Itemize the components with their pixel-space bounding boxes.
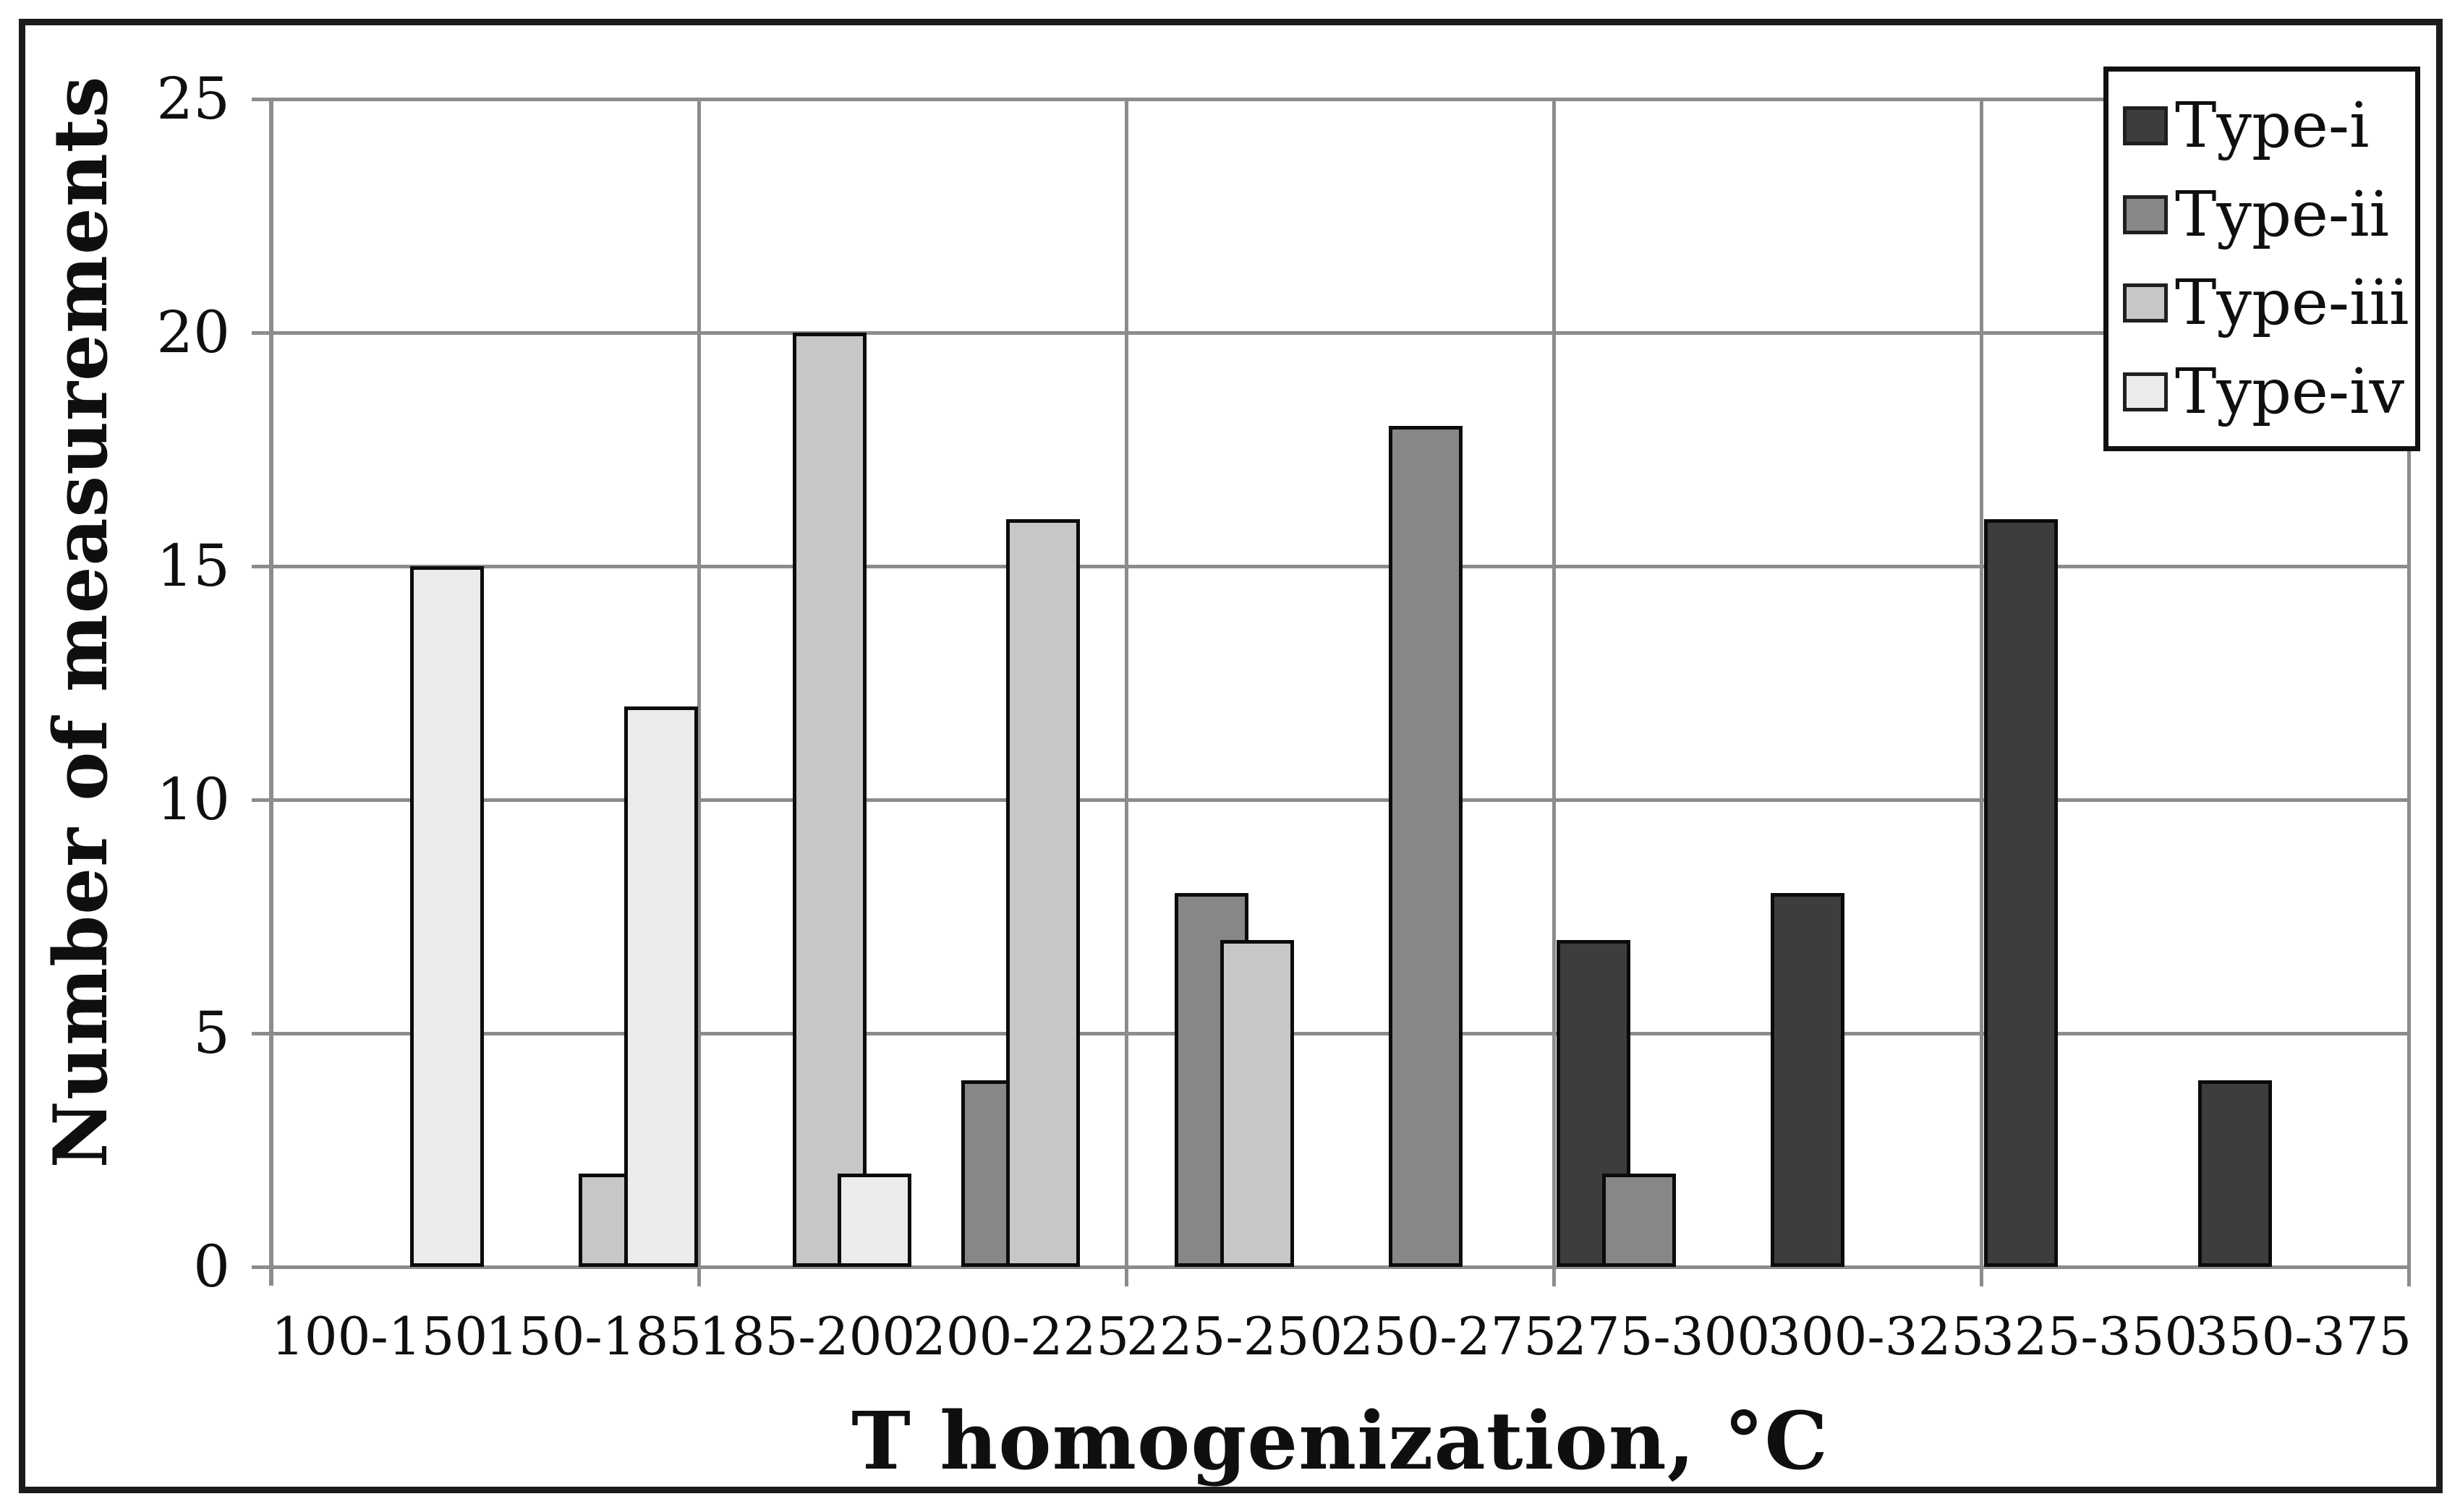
x-axis-title: T homogenization, °C — [851, 1394, 1829, 1487]
y-tick-label: 15 — [156, 532, 230, 599]
legend-label: Type-iii — [2175, 267, 2409, 340]
gridline-x-8 — [1980, 99, 1983, 1267]
y-tick-label: 10 — [156, 766, 230, 833]
legend-swatch-type-iv — [2123, 372, 2168, 411]
x-tick-label: 325-350 — [1981, 1306, 2198, 1367]
gridline-y-25 — [271, 98, 2409, 101]
bar-type-i-300-325 — [1771, 893, 1844, 1267]
gridline-x-10 — [2407, 99, 2411, 1267]
x-tick-label: 300-325 — [1768, 1306, 1985, 1367]
bar-type-i-350-375 — [2198, 1080, 2272, 1267]
legend-swatch-type-i — [2123, 106, 2168, 146]
gridline-x-6 — [1552, 99, 1556, 1267]
y-tick-5 — [252, 1032, 271, 1035]
y-tick-label: 25 — [156, 65, 230, 132]
legend-label: Type-i — [2175, 90, 2370, 163]
legend-swatch-type-iii — [2123, 283, 2168, 323]
x-tick-label: 200-225 — [913, 1306, 1130, 1367]
bar-type-iv-150-185 — [624, 706, 698, 1267]
plot-area — [252, 98, 2411, 1286]
bar-type-iii-200-225 — [1006, 519, 1080, 1267]
x-tick-4 — [1125, 1267, 1128, 1286]
legend-label: Type-iv — [2175, 355, 2405, 428]
gridline-x-4 — [1125, 99, 1128, 1267]
y-tick-label: 0 — [193, 1233, 230, 1300]
x-tick-label: 250-275 — [1340, 1306, 1557, 1367]
y-axis-line — [269, 99, 273, 1286]
legend-item: Type-ii — [2123, 176, 2415, 254]
legend-item: Type-iii — [2123, 264, 2415, 342]
bar-type-iv-185-200 — [838, 1174, 911, 1267]
y-axis-tick-labels: 0 5 10 15 20 25 — [0, 67, 230, 1299]
gridline-y-15 — [271, 565, 2409, 568]
x-tick-label: 275-300 — [1554, 1306, 1771, 1367]
y-tick-0 — [252, 1265, 271, 1269]
y-tick-10 — [252, 798, 271, 802]
bar-type-iii-185-200 — [793, 333, 867, 1267]
bar-type-iii-225-250 — [1220, 940, 1294, 1267]
x-tick-label: 225-250 — [1126, 1306, 1343, 1367]
bar-type-ii-275-300 — [1602, 1174, 1676, 1267]
gridline-x-2 — [697, 99, 701, 1267]
y-tick-25 — [252, 98, 271, 101]
gridline-y-0 — [271, 1265, 2409, 1269]
x-tick-10 — [2407, 1267, 2411, 1286]
x-tick-label: 150-185 — [485, 1306, 702, 1367]
x-tick-label: 100-150 — [271, 1306, 488, 1367]
legend-swatch-type-ii — [2123, 195, 2168, 234]
legend: Type-i Type-ii Type-iii Type-iv — [2103, 67, 2420, 451]
gridline-y-5 — [271, 1032, 2409, 1035]
legend-item: Type-i — [2123, 87, 2415, 165]
legend-item: Type-iv — [2123, 353, 2415, 431]
x-tick-label: 350-375 — [2195, 1306, 2412, 1367]
x-tick-6 — [1552, 1267, 1556, 1286]
x-tick-2 — [697, 1267, 701, 1286]
bar-type-i-325-350 — [1984, 519, 2058, 1267]
y-tick-label: 20 — [156, 299, 230, 366]
y-tick-20 — [252, 331, 271, 335]
gridline-y-10 — [271, 798, 2409, 802]
x-tick-label: 185-200 — [699, 1306, 916, 1367]
x-tick-8 — [1980, 1267, 1983, 1286]
bar-type-ii-250-275 — [1389, 426, 1463, 1267]
legend-label: Type-ii — [2175, 178, 2389, 251]
bar-type-iv-100-150 — [410, 566, 484, 1267]
y-tick-label: 5 — [193, 999, 230, 1067]
gridline-y-20 — [271, 331, 2409, 335]
x-axis-tick-labels: 100-150 150-185 185-200 200-225 225-250 250-2… — [271, 1300, 2412, 1380]
y-tick-15 — [252, 565, 271, 568]
